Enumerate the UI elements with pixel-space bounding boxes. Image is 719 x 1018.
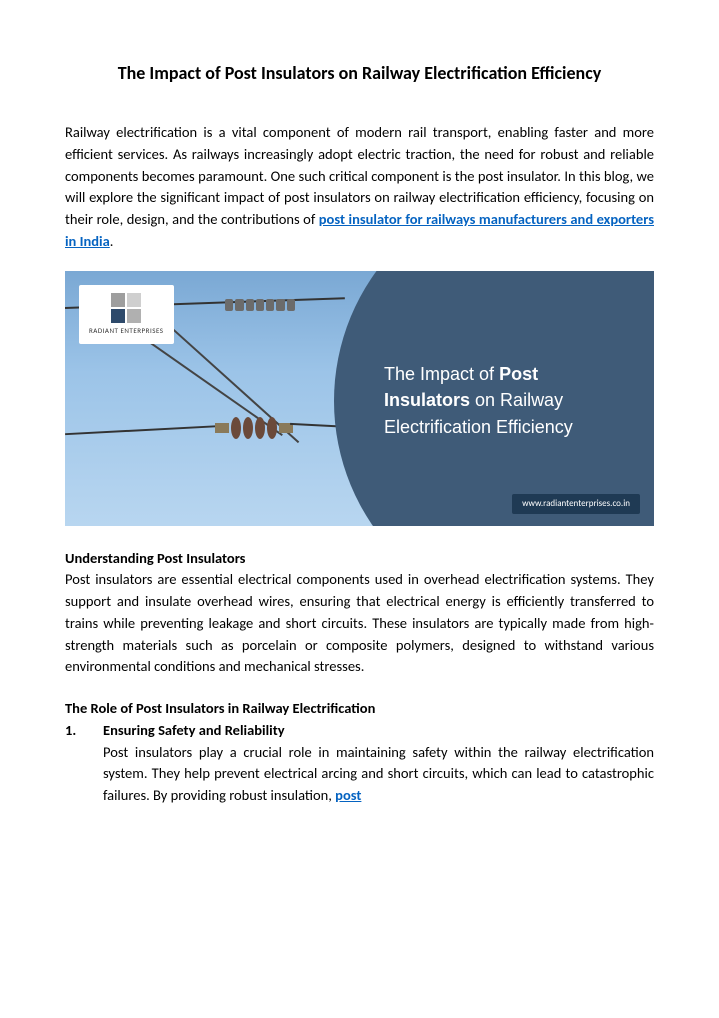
logo-label: RADIANT ENTERPRISES <box>89 326 164 337</box>
insulator-top-decoration <box>225 299 295 311</box>
item-number: 1. <box>65 720 103 807</box>
logo-badge: RADIANT ENTERPRISES <box>79 285 174 345</box>
insulator-decoration <box>215 416 295 441</box>
section1-heading: Understanding Post Insulators <box>65 548 654 570</box>
hero-url: www.radiantenterprises.co.in <box>512 494 640 514</box>
logo-icon <box>111 293 141 323</box>
intro-paragraph: Railway electrification is a vital compo… <box>65 122 654 253</box>
intro-end: . <box>110 232 114 250</box>
section2-heading: The Role of Post Insulators in Railway E… <box>65 698 654 720</box>
wire-decoration <box>65 424 225 434</box>
section1-body: Post insulators are essential electrical… <box>65 569 654 678</box>
hero-circle-text: The Impact of Post Insulators on Railway… <box>384 361 614 439</box>
page-title: The Impact of Post Insulators on Railway… <box>65 60 654 87</box>
item-body: Post insulators play a crucial role in m… <box>103 742 654 807</box>
item-title: Ensuring Safety and Reliability <box>103 720 654 742</box>
hero-circle: The Impact of Post Insulators on Railway… <box>334 271 654 526</box>
item-link[interactable]: post <box>335 786 361 804</box>
list-item: 1. Ensuring Safety and Reliability Post … <box>65 720 654 807</box>
hero-image: RADIANT ENTERPRISES The Impact of Post I… <box>65 271 654 526</box>
